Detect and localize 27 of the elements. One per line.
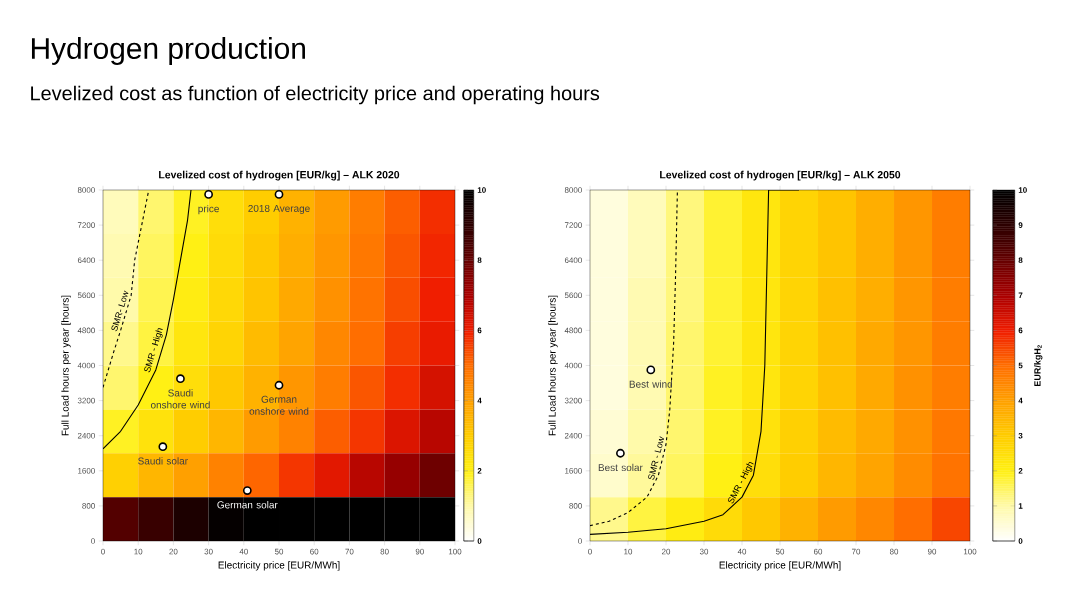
annotation: Saudi solar [138,457,188,465]
annotation: Saudi onshore wind [150,389,210,409]
annotation: German onshore wind [249,395,309,415]
text: SMR - Low [648,436,665,480]
annotation: price [198,204,219,215]
color-bar-title: EUR/kgH$_{2}$ [1034,345,1043,386]
text: SMR - High [727,462,754,504]
point [158,442,168,452]
x-axis-title: Electricity price [EUR/MWh] [719,561,841,571]
point [242,486,252,495]
y-axis-title: Full Load hours per year [hours] [548,295,558,436]
annotation: 2018 Average [248,204,310,214]
chart-title: Levelized cost of hydrogen [EUR/kg] – ALK 2020 [159,170,400,181]
point [274,190,284,199]
point [204,190,213,199]
chart-title: Levelized cost of hydrogen [EUR/kg] – ALK 2050 [660,170,901,181]
text: Hydrogen production [31,37,305,65]
text: SMR- Low [111,290,129,332]
point [274,380,284,390]
text: SMR - High [144,328,163,373]
text: Levelized cost as function of electricity price and operating hours [31,85,600,105]
x-axis-title: Electricity price [EUR/MWh] [218,561,340,571]
annotation: Best wind [629,380,673,388]
annotation: Best solar [598,463,643,472]
annotation: German solar [217,501,278,509]
y-axis-title: Full Load hours per year [hours] [61,295,71,436]
point [176,374,185,384]
